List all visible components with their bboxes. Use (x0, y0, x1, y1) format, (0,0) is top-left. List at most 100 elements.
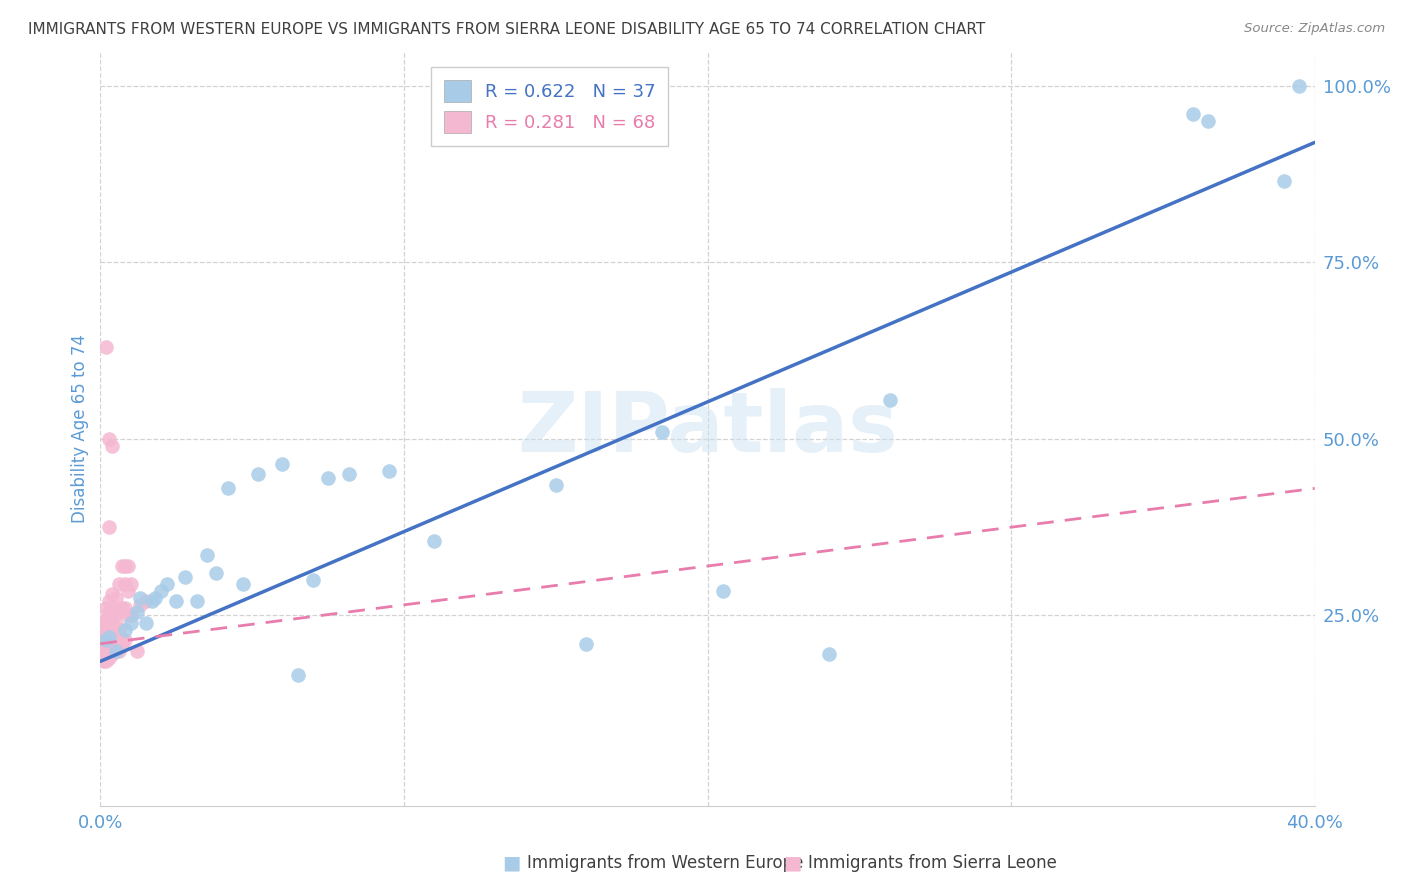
Point (93, 640, 115, 655)
Point (101, 637, 124, 651)
Point (110, 559, 132, 574)
Point (101, 648, 124, 662)
Point (104, 644, 127, 658)
Point (93, 644, 115, 658)
Point (150, 583, 173, 598)
Point (96, 640, 118, 655)
Point (104, 640, 127, 655)
Point (93, 637, 115, 651)
Point (302, 573, 325, 587)
Point (101, 640, 124, 655)
Point (114, 633, 136, 648)
Point (101, 644, 124, 658)
Point (125, 644, 148, 658)
Point (93, 623, 115, 637)
Point (711, 583, 734, 598)
Point (93, 633, 115, 648)
Point (128, 598, 150, 612)
Point (114, 576, 136, 591)
Point (1288, 78, 1310, 93)
Point (96, 654, 118, 668)
Point (93, 654, 115, 668)
Y-axis label: Disability Age 65 to 74: Disability Age 65 to 74 (72, 334, 89, 523)
Point (110, 601, 132, 615)
Point (544, 478, 567, 492)
Point (120, 576, 142, 591)
Point (818, 648, 841, 662)
Point (98, 648, 121, 662)
Point (107, 576, 129, 591)
Point (141, 594, 163, 608)
Point (651, 425, 673, 439)
Point (98, 640, 121, 655)
Point (114, 623, 136, 637)
Point (287, 668, 309, 682)
Point (96, 648, 118, 662)
Point (98, 644, 121, 658)
Point (93, 630, 115, 644)
Point (98, 432, 121, 446)
Point (110, 637, 132, 651)
Point (110, 633, 132, 648)
Point (120, 615, 142, 630)
Point (117, 559, 139, 574)
Point (217, 482, 239, 496)
Point (107, 633, 129, 648)
Point (98, 626, 121, 640)
Point (377, 464, 399, 478)
Point (101, 623, 124, 637)
Point (101, 630, 124, 644)
Point (98, 633, 121, 648)
Point (98, 619, 121, 633)
Point (165, 594, 187, 608)
Point (96, 644, 118, 658)
Point (98, 608, 121, 623)
Point (98, 650, 121, 665)
Point (93, 648, 115, 662)
Point (247, 467, 270, 482)
Point (1197, 114, 1219, 128)
Point (107, 605, 129, 619)
Point (104, 605, 127, 619)
Point (98, 520, 121, 534)
Point (96, 637, 118, 651)
Point (96, 612, 118, 626)
Point (1272, 174, 1295, 188)
Point (101, 439, 124, 453)
Point (204, 566, 226, 580)
Point (96, 633, 118, 648)
Text: Source: ZipAtlas.com: Source: ZipAtlas.com (1244, 22, 1385, 36)
Point (104, 637, 127, 651)
Point (107, 637, 129, 651)
Point (143, 591, 166, 605)
Point (423, 534, 446, 549)
Point (316, 471, 339, 485)
Text: IMMIGRANTS FROM WESTERN EUROPE VS IMMIGRANTS FROM SIERRA LEONE DISABILITY AGE 65: IMMIGRANTS FROM WESTERN EUROPE VS IMMIGR… (28, 22, 986, 37)
Point (186, 594, 208, 608)
Point (96, 619, 118, 633)
Point (232, 576, 254, 591)
Point (96, 601, 118, 615)
Point (271, 457, 294, 471)
Text: Immigrants from Sierra Leone: Immigrants from Sierra Leone (808, 855, 1057, 872)
Point (107, 623, 129, 637)
Text: ■: ■ (502, 854, 520, 872)
Point (1182, 107, 1205, 121)
Text: ZIPatlas: ZIPatlas (517, 388, 898, 469)
Point (117, 608, 139, 623)
Point (96, 633, 118, 648)
Point (120, 608, 142, 623)
Point (128, 591, 150, 605)
Legend: R = 0.622   N = 37, R = 0.281   N = 68: R = 0.622 N = 37, R = 0.281 N = 68 (430, 67, 668, 145)
Point (104, 633, 127, 648)
Point (93, 626, 115, 640)
Point (104, 591, 127, 605)
Point (114, 559, 136, 574)
Point (101, 608, 124, 623)
Point (93, 615, 115, 630)
Point (135, 594, 157, 608)
Point (174, 569, 197, 583)
Point (98, 630, 121, 644)
Point (575, 637, 598, 651)
Point (96, 630, 118, 644)
